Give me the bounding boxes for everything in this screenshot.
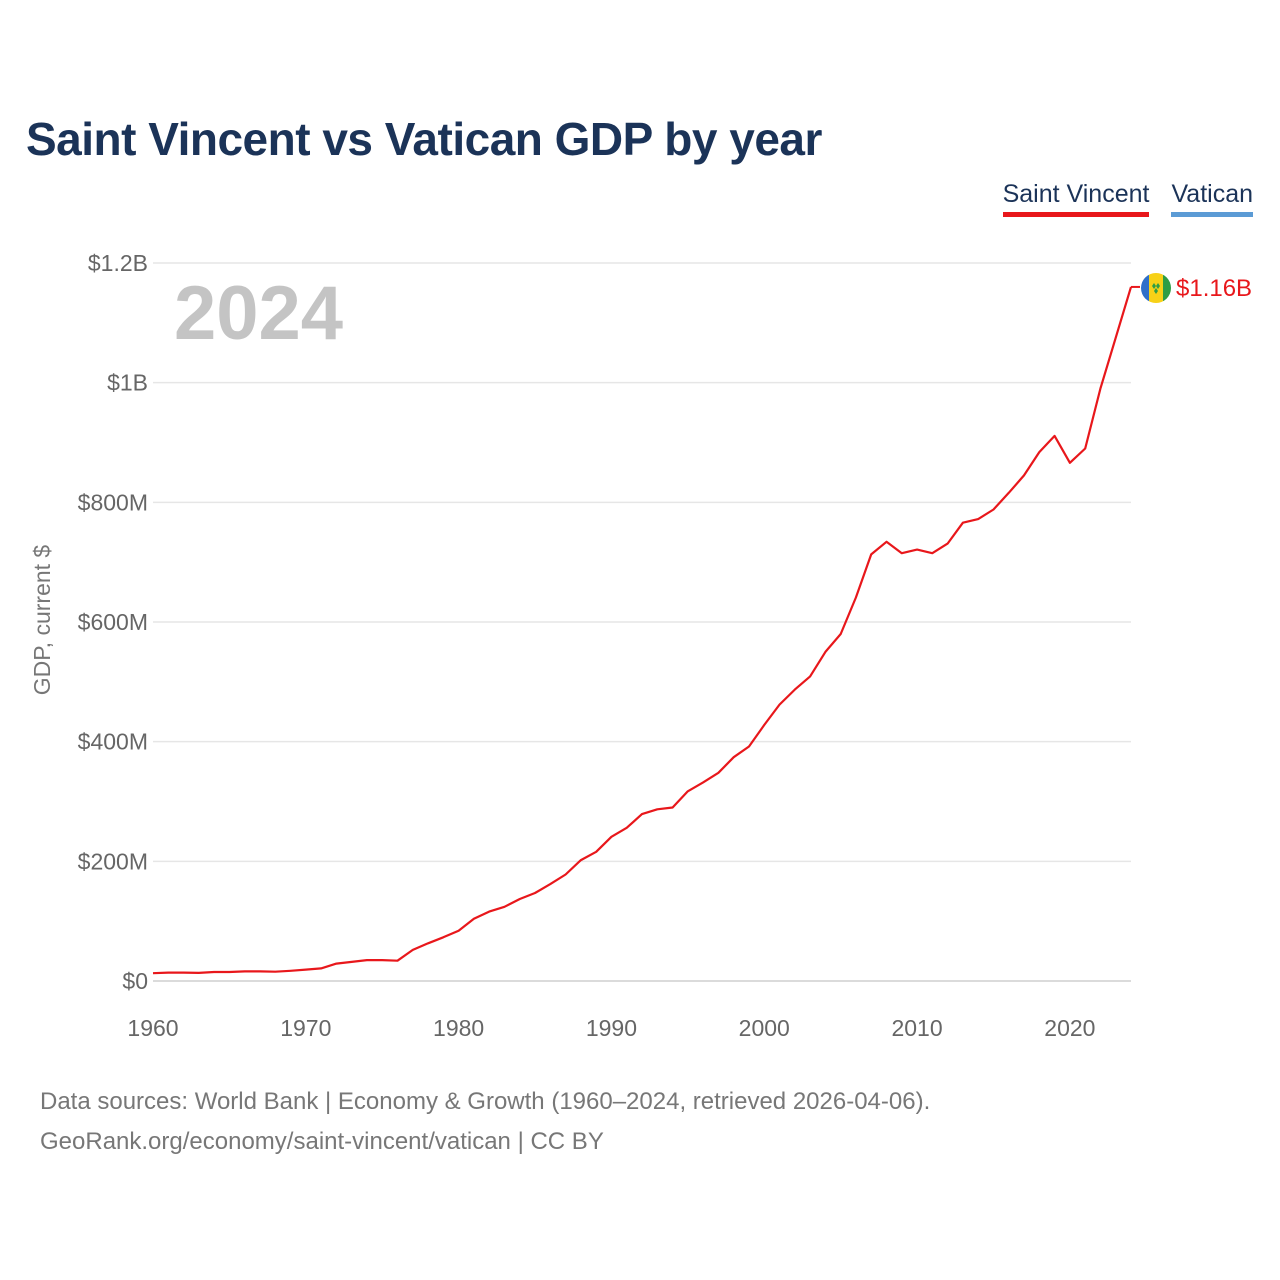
chart-title: Saint Vincent vs Vatican GDP by year (26, 113, 822, 165)
x-tick-label: 1990 (586, 1015, 637, 1041)
y-tick-label: $800M (78, 489, 148, 515)
end-marker: $1.16B (1141, 273, 1252, 303)
y-axis-label: GDP, current $ (29, 545, 55, 696)
legend-item-saint-vincent[interactable]: Saint Vincent (1002, 180, 1150, 217)
y-axis-ticks: $0 $200M $400M $600M $800M $1B $1.2B (78, 250, 148, 994)
attribution-text: GeoRank.org/economy/saint-vincent/vatica… (40, 1128, 604, 1155)
x-tick-label: 1970 (280, 1015, 331, 1041)
y-tick-label: $600M (78, 609, 148, 635)
end-value-label: $1.16B (1176, 275, 1252, 302)
legend: Saint Vincent Vatican (1002, 180, 1253, 217)
x-tick-label: 2000 (739, 1015, 790, 1041)
x-tick-label: 2020 (1044, 1015, 1095, 1041)
series-group (152, 285, 1140, 975)
x-tick-label: 1960 (127, 1015, 178, 1041)
legend-item-vatican[interactable]: Vatican (1171, 180, 1253, 217)
data-source-text: Data sources: World Bank | Economy & Gro… (40, 1088, 931, 1115)
series-line-saint-vincent[interactable] (152, 286, 1133, 975)
footer: Data sources: World Bank | Economy & Gro… (40, 1082, 930, 1162)
x-axis-ticks: 1960 1970 1980 1990 2000 2010 2020 (127, 1015, 1095, 1041)
y-tick-label: $400M (78, 729, 148, 755)
x-tick-label: 2010 (891, 1015, 942, 1041)
y-tick-label: $1B (107, 370, 148, 396)
gridlines (153, 262, 1131, 982)
y-tick-label: $1.2B (88, 250, 148, 276)
saint-vincent-flag-icon (1141, 273, 1171, 303)
y-tick-label: $0 (122, 968, 148, 994)
x-tick-label: 1980 (433, 1015, 484, 1041)
year-watermark: 2024 (174, 271, 344, 356)
y-tick-label: $200M (78, 848, 148, 874)
